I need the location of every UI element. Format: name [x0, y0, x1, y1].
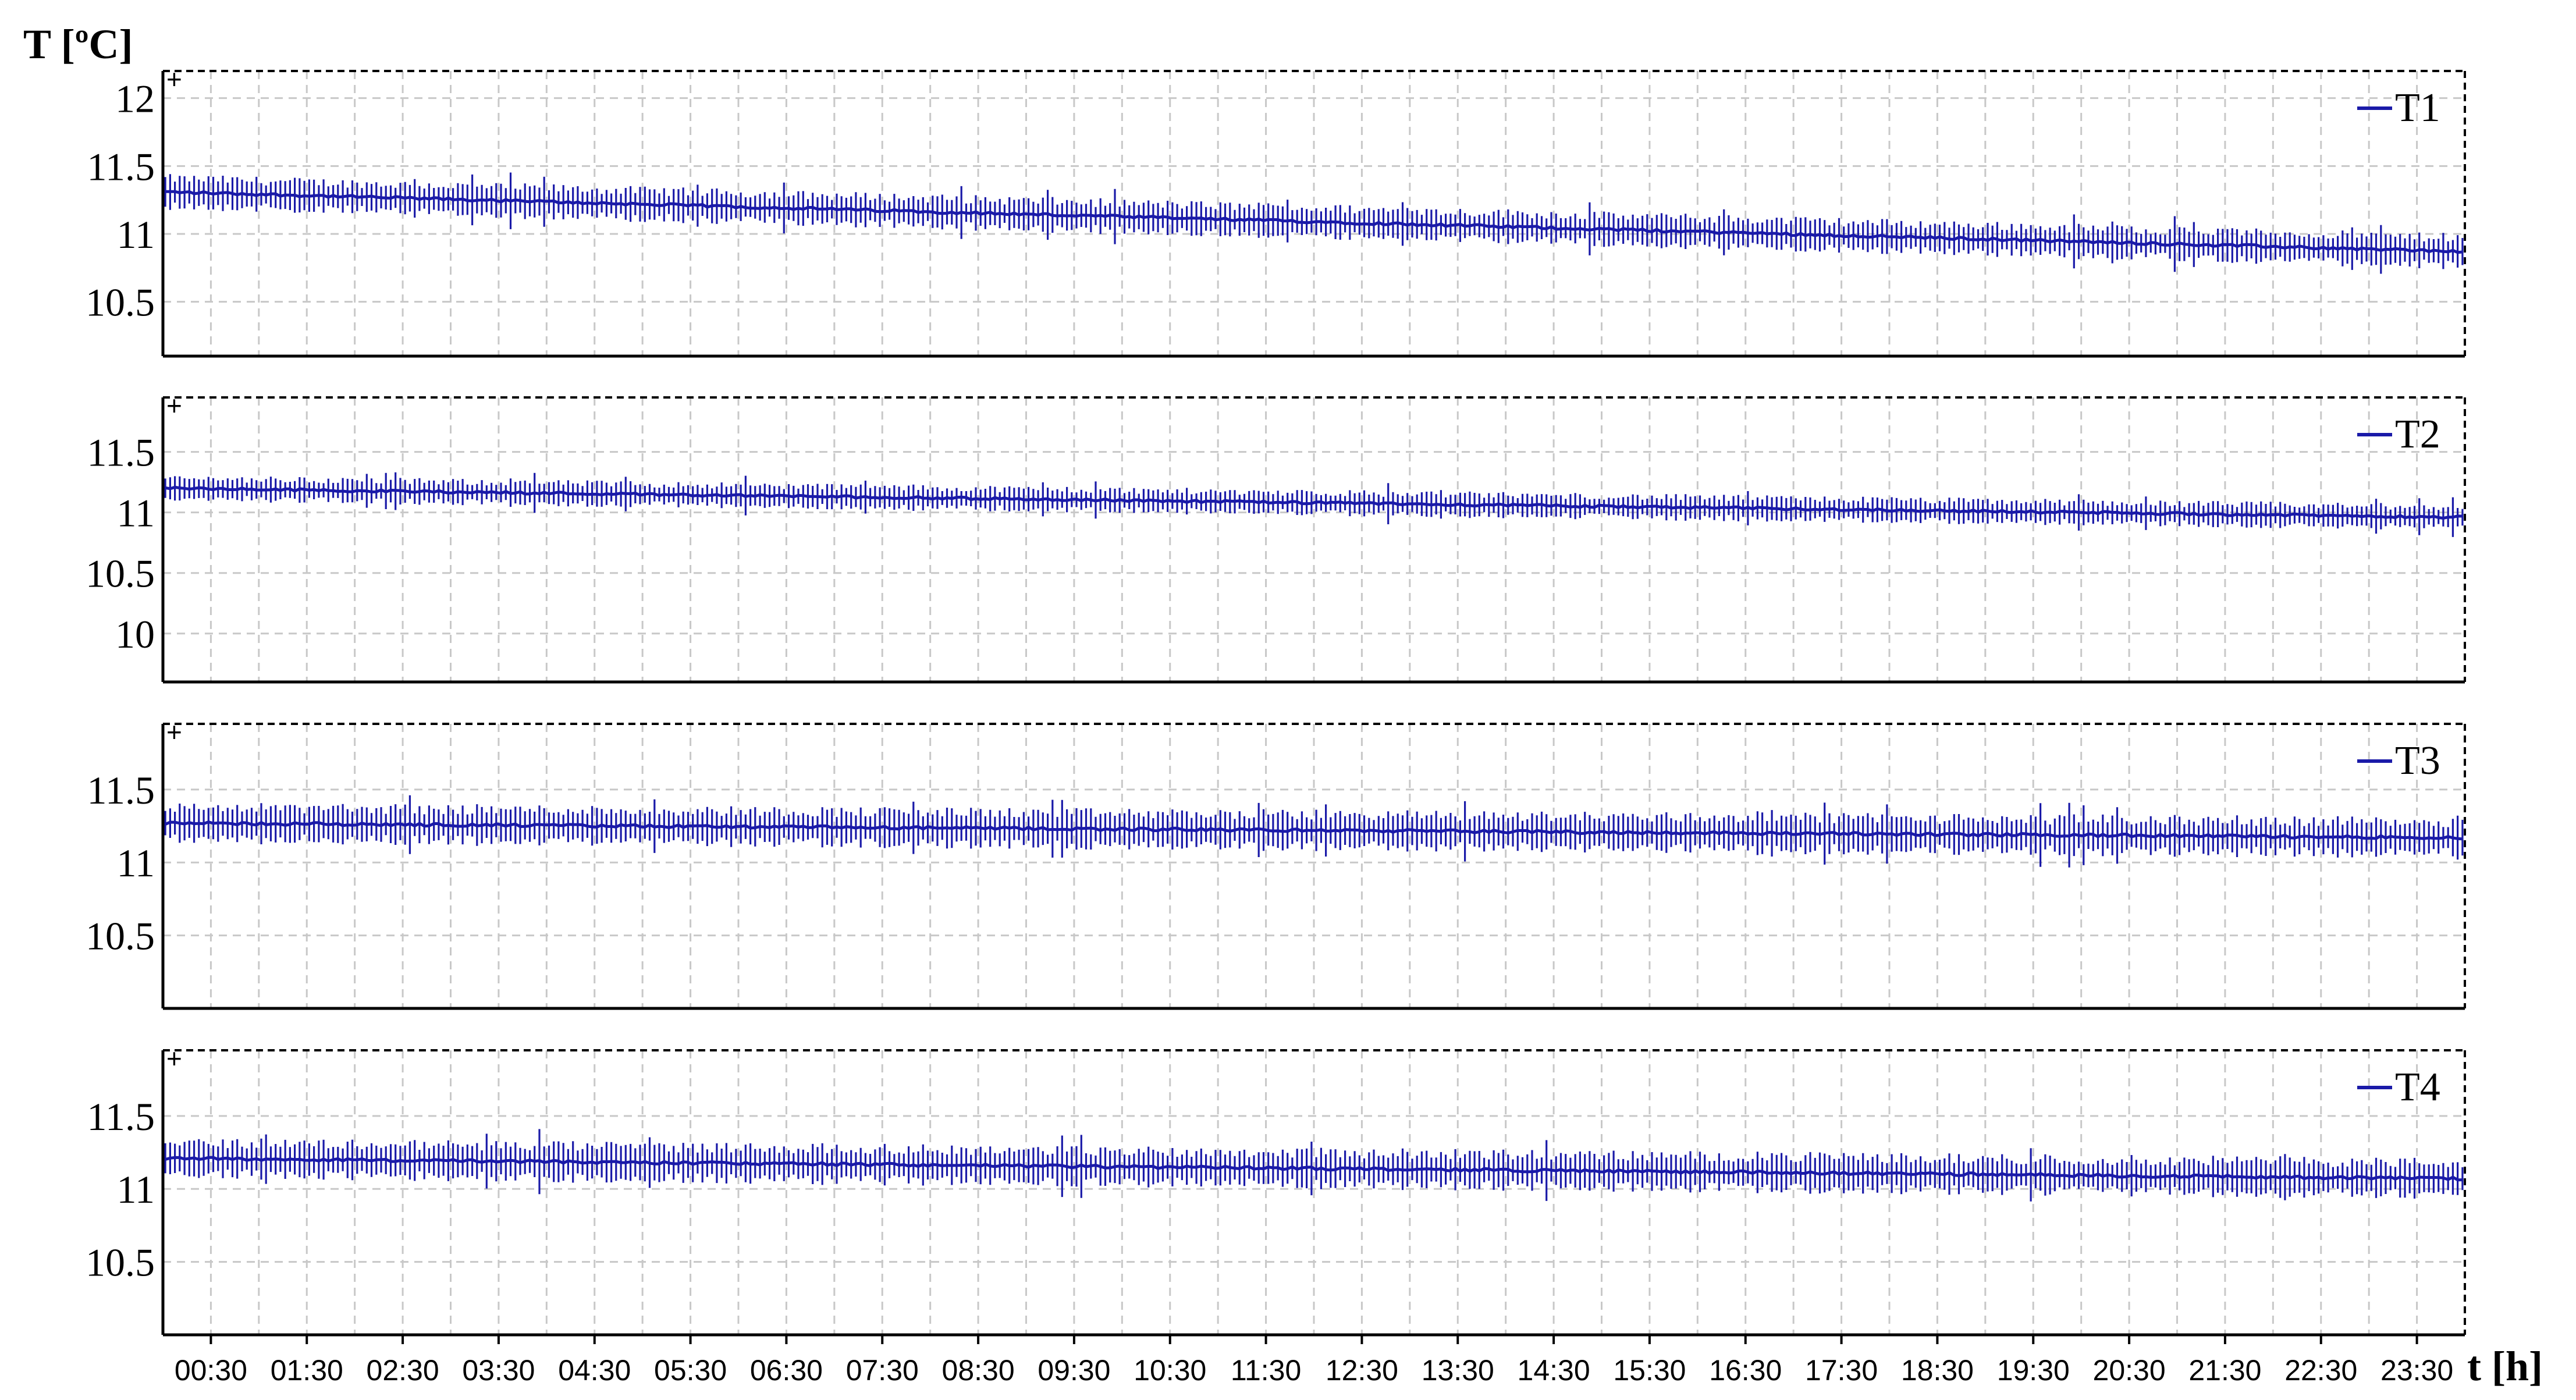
- y-tick-label: 11.5: [87, 144, 155, 189]
- y-tick-label: 11.5: [87, 431, 155, 475]
- legend-label: T1: [2395, 86, 2440, 130]
- x-tick-label: 16:30: [1709, 1354, 1782, 1387]
- y-tick-label: 10: [115, 612, 155, 656]
- plus-icon: +: [166, 390, 182, 421]
- y-axis-label: T [ºC]: [23, 21, 133, 67]
- chart-panel-T3: 11.5 11 10.5 + T3: [86, 717, 2466, 1010]
- x-tick-label: 21:30: [2188, 1354, 2261, 1387]
- grid: [163, 1050, 2465, 1335]
- y-tick-label: 11: [117, 1167, 155, 1211]
- y-tick-label: 10.5: [86, 280, 155, 325]
- grid: [163, 397, 2465, 682]
- x-tick-label: 11:30: [1231, 1354, 1301, 1387]
- x-tick-label: 04:30: [558, 1354, 631, 1387]
- x-axis-label: t [h]: [2467, 1343, 2543, 1390]
- plus-icon: +: [166, 1043, 182, 1074]
- x-tick-label: 01:30: [271, 1354, 343, 1387]
- y-tick-label: 11.5: [87, 1095, 155, 1139]
- chart-panel-T2: 11.5 11 10.5 10 + T2: [86, 390, 2466, 684]
- legend-T2: T2: [2357, 412, 2440, 457]
- series-T1-line: [165, 190, 2463, 254]
- y-tick-label: 11: [117, 212, 155, 257]
- series-T4-line: [165, 1156, 2463, 1182]
- legend-T3: T3: [2357, 738, 2440, 783]
- chart-panel-T1: 12 11.5 11 10.5 + T1: [86, 64, 2466, 358]
- x-tick-label: 07:30: [846, 1354, 919, 1387]
- x-tick-label: 10:30: [1134, 1354, 1206, 1387]
- grid: [163, 724, 2465, 1008]
- x-tick-labels: 00:30 01:30 02:30 03:30 04:30 05:30 06:30 07:30…: [175, 1335, 2453, 1387]
- x-tick-label: 02:30: [367, 1354, 439, 1387]
- x-tick-label: 19:30: [1997, 1354, 2070, 1387]
- x-tick-label: 20:30: [2093, 1354, 2166, 1387]
- x-tick-label: 09:30: [1037, 1354, 1110, 1387]
- y-tick-label: 10.5: [86, 552, 155, 596]
- legend-label: T4: [2395, 1065, 2440, 1110]
- series-T3-line: [165, 820, 2463, 841]
- x-tick-label: 08:30: [942, 1354, 1015, 1387]
- y-tick-label: 11: [117, 491, 155, 535]
- chart-panel-T4: 11.5 11 10.5 + T4: [86, 1043, 2466, 1337]
- x-tick-label: 18:30: [1901, 1354, 1974, 1387]
- legend-label: T2: [2395, 412, 2440, 457]
- plus-icon: +: [166, 64, 182, 94]
- x-tick-label: 05:30: [654, 1354, 727, 1387]
- y-tick-label: 10.5: [86, 1241, 155, 1285]
- x-tick-label: 12:30: [1326, 1354, 1398, 1387]
- legend-T1: T1: [2357, 86, 2440, 130]
- x-tick-label: 13:30: [1422, 1354, 1494, 1387]
- x-tick-label: 06:30: [750, 1354, 823, 1387]
- legend-T4: T4: [2357, 1065, 2440, 1110]
- x-tick-label: 23:30: [2380, 1354, 2453, 1387]
- x-tick-label: 00:30: [175, 1354, 247, 1387]
- chart-panels: 12 11.5 11 10.5 + T1 11.5 11 10.5 10 + T2 11.5 11 10.5…: [86, 64, 2466, 1337]
- y-tick-label: 12: [115, 77, 155, 121]
- y-tick-label: 11.5: [87, 768, 155, 812]
- x-tick-label: 03:30: [462, 1354, 535, 1387]
- y-tick-label: 10.5: [86, 914, 155, 958]
- series-T2-line: [165, 485, 2463, 520]
- y-tick-label: 11: [117, 841, 155, 885]
- legend-label: T3: [2395, 738, 2440, 783]
- x-tick-label: 17:30: [1805, 1354, 1878, 1387]
- x-tick-label: 22:30: [2284, 1354, 2357, 1387]
- grid: [163, 71, 2465, 356]
- x-tick-label: 14:30: [1518, 1354, 1590, 1387]
- plus-icon: +: [166, 717, 182, 747]
- x-tick-label: 15:30: [1613, 1354, 1686, 1387]
